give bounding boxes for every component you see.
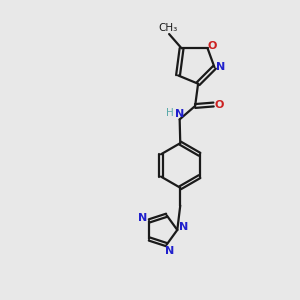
Text: N: N: [216, 62, 225, 72]
Text: N: N: [175, 109, 184, 119]
Text: O: O: [208, 41, 217, 51]
Text: CH₃: CH₃: [158, 22, 177, 32]
Text: N: N: [138, 213, 147, 223]
Text: N: N: [179, 222, 188, 232]
Text: O: O: [214, 100, 224, 110]
Text: H: H: [166, 108, 174, 118]
Text: N: N: [165, 246, 174, 256]
